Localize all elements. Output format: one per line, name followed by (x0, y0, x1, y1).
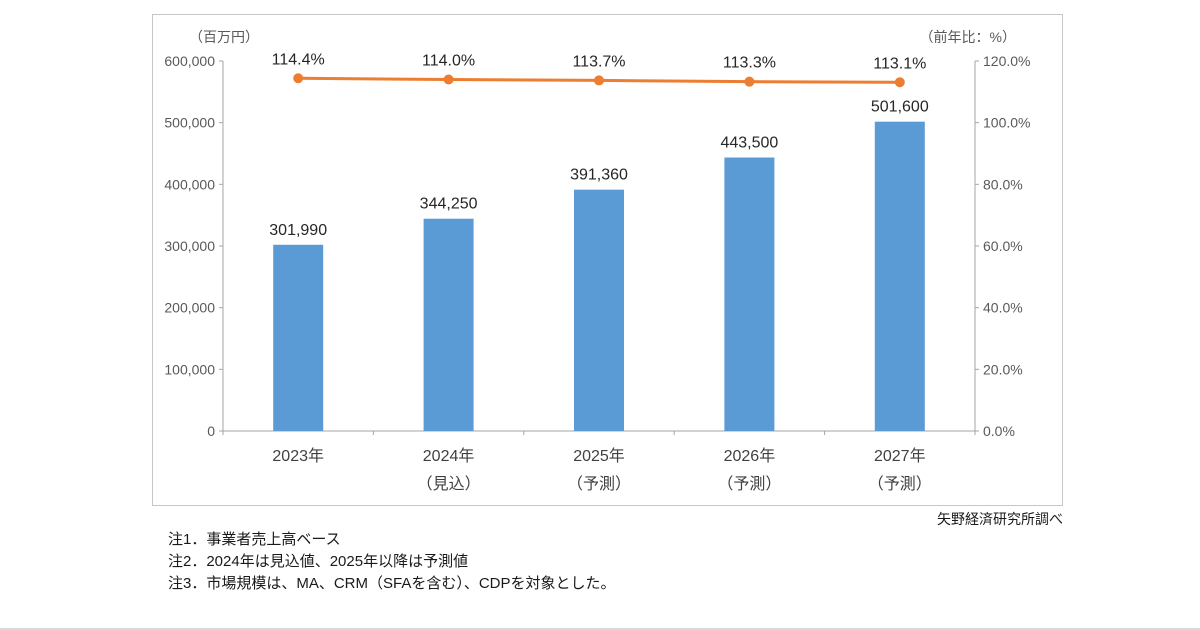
line-value-label: 114.0% (422, 53, 475, 70)
left-axis-tick-label: 0 (207, 423, 215, 439)
left-axis-tick-label: 600,000 (164, 53, 215, 69)
x-axis-label: 2026年 (724, 447, 776, 465)
bar-value-label: 391,360 (570, 167, 628, 184)
bar-2027年 (874, 121, 925, 432)
note-2: 注2．2024年は見込値、2025年以降は予測値 (168, 553, 469, 570)
bar-value-label: 501,600 (871, 99, 929, 116)
right-axis-tick-label: 120.0% (983, 53, 1030, 69)
notes: 注1．事業者売上高ベース 注2．2024年は見込値、2025年以降は予測値 注3… (168, 529, 616, 595)
yoy-line-marker (293, 73, 304, 84)
x-axis-label: （見込） (417, 475, 481, 493)
bar-value-label: 344,250 (420, 196, 478, 213)
yoy-line-marker (744, 76, 755, 87)
note-3: 注3．市場規模は、MA、CRM（SFAを含む）、CDPを対象とした。 (168, 575, 616, 592)
line-value-label: 113.3% (723, 55, 776, 72)
bar-2023年 (273, 244, 324, 431)
right-axis-unit-label: （前年比：%） (919, 29, 1016, 45)
bottom-divider (0, 628, 1200, 630)
line-value-label: 114.4% (272, 51, 325, 68)
bar-value-label: 443,500 (720, 135, 778, 152)
left-axis-tick-label: 500,000 (164, 115, 215, 131)
note-1: 注1．事業者売上高ベース (168, 531, 341, 548)
bar-2025年 (574, 189, 624, 431)
x-axis-label: （予測） (567, 475, 631, 493)
yoy-line-marker (894, 77, 905, 88)
x-axis-label: 2024年 (423, 447, 475, 465)
right-axis-tick-label: 0.0% (983, 423, 1015, 439)
left-axis-tick-label: 200,000 (164, 300, 215, 316)
left-axis-tick-label: 400,000 (164, 176, 215, 192)
left-axis-unit-label: （百万円） (189, 29, 259, 45)
right-axis-tick-label: 80.0% (983, 176, 1023, 192)
chart-panel: （百万円） （前年比：%） 0 100,000 200,000 300,000 400,… (152, 14, 1063, 506)
right-axis-tick-label: 60.0% (983, 238, 1023, 254)
line-value-label: 113.7% (572, 53, 625, 70)
right-axis-tick-label: 20.0% (983, 361, 1023, 377)
left-axis-tick-label: 100,000 (164, 361, 215, 377)
bar-2024年 (423, 218, 474, 431)
x-axis-label: （予測） (868, 475, 932, 493)
yoy-line-marker (443, 74, 454, 85)
x-axis-label: 2025年 (573, 447, 625, 465)
bar-value-label: 301,990 (269, 222, 327, 239)
yoy-line-marker (594, 75, 604, 86)
x-axis-label: 2023年 (272, 447, 324, 465)
combo-chart: 0 100,000 200,000 300,000 400,000 500,000 600,… (164, 51, 1030, 493)
line-value-label: 113.1% (873, 55, 926, 72)
source-credit: 矢野経済研究所調べ (937, 511, 1063, 527)
left-axis-tick-label: 300,000 (164, 238, 215, 254)
right-axis-tick-label: 40.0% (983, 300, 1023, 316)
right-axis-tick-label: 100.0% (983, 115, 1030, 131)
x-axis-label: （予測） (717, 475, 781, 493)
x-axis-label: 2027年 (874, 447, 926, 465)
bar-2026年 (724, 157, 775, 431)
